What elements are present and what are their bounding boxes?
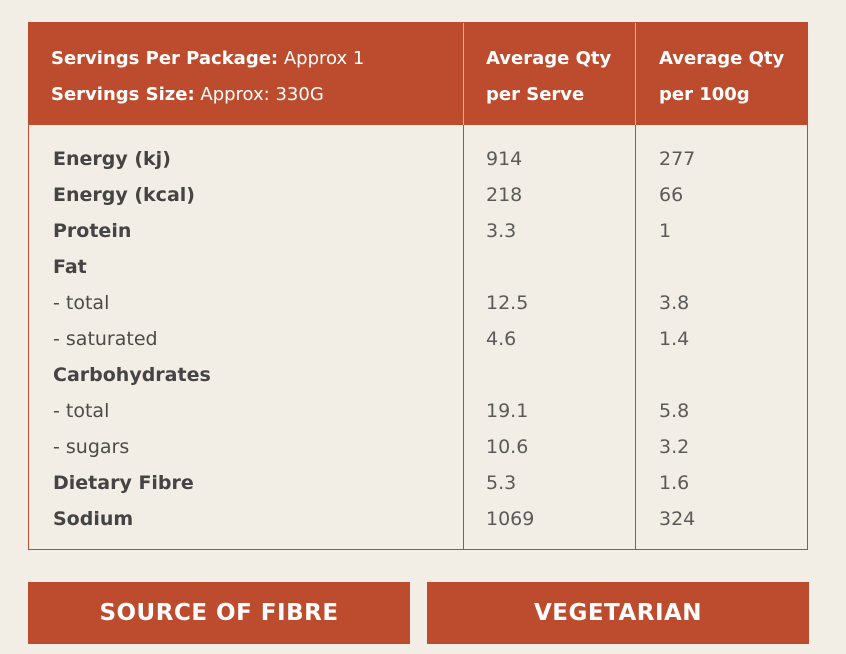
per-100g-value: 3.8: [659, 292, 690, 314]
per-serve-value: 5.3: [486, 472, 517, 494]
nutrient-name: Protein: [53, 220, 132, 242]
nutrition-rows: Energy (kj) 914 277 Energy (kcal) 218 66 Prote…: [29, 141, 807, 537]
servings-per-package: Servings Per Package: Approx 1: [51, 41, 364, 77]
nutrient-row: Dietary Fibre 5.3 1.6: [29, 465, 807, 501]
per-100g-value: 1: [659, 220, 672, 242]
header-divider: [635, 23, 636, 125]
serving-size-value: Approx: 330G: [200, 84, 324, 105]
column-divider: [463, 23, 464, 549]
per-100g-value: 1.4: [659, 328, 690, 350]
per-serve-value: 10.6: [486, 436, 529, 458]
source-of-fibre-badge: SOURCE OF FIBRE: [28, 582, 410, 644]
per-serve-value: 914: [486, 148, 523, 170]
per-100g-header-line1: Average Qty: [659, 48, 785, 69]
per-serve-header: Average Qty per Serve: [486, 41, 611, 113]
nutrient-row: Sodium 1069 324: [29, 501, 807, 537]
per-100g-value: 66: [659, 184, 684, 206]
nutrient-name: Energy (kcal): [53, 184, 195, 206]
nutrient-name: - sugars: [53, 436, 130, 458]
nutrient-row: Fat: [29, 249, 807, 285]
nutrition-panel: Servings Per Package: Approx 1 Servings …: [28, 22, 808, 550]
vegetarian-badge: VEGETARIAN: [427, 582, 809, 644]
nutrient-row: Energy (kcal) 218 66: [29, 177, 807, 213]
serving-size: Servings Size: Approx: 330G: [51, 77, 364, 113]
header-divider: [463, 23, 464, 125]
nutrient-row: Carbohydrates: [29, 357, 807, 393]
nutrient-name: - total: [53, 400, 110, 422]
nutrient-name: - saturated: [53, 328, 158, 350]
per-100g-value: 324: [659, 508, 696, 530]
per-100g-value: 1.6: [659, 472, 690, 494]
nutrient-name: Energy (kj): [53, 148, 171, 170]
nutrient-name: - total: [53, 292, 110, 314]
nutrient-row: - sugars 10.6 3.2: [29, 429, 807, 465]
per-100g-value: 277: [659, 148, 696, 170]
per-100g-value: 5.8: [659, 400, 690, 422]
per-100g-value: 3.2: [659, 436, 690, 458]
per-serve-value: 3.3: [486, 220, 517, 242]
per-serve-header-line2: per Serve: [486, 84, 585, 105]
per-serve-value: 218: [486, 184, 523, 206]
nutrient-row: - total 19.1 5.8: [29, 393, 807, 429]
nutrient-row: - saturated 4.6 1.4: [29, 321, 807, 357]
serving-size-label: Servings Size:: [51, 84, 195, 105]
servings-per-package-value: Approx 1: [283, 48, 365, 69]
per-serve-header-line1: Average Qty: [486, 48, 612, 69]
servings-per-package-label: Servings Per Package:: [51, 48, 279, 69]
nutrient-name: Sodium: [53, 508, 134, 530]
nutrient-name: Carbohydrates: [53, 364, 211, 386]
per-serve-value: 4.6: [486, 328, 517, 350]
per-serve-value: 1069: [486, 508, 535, 530]
servings-info: Servings Per Package: Approx 1 Servings …: [51, 41, 364, 113]
nutrition-header: Servings Per Package: Approx 1 Servings …: [29, 23, 807, 125]
per-serve-value: 19.1: [486, 400, 529, 422]
nutrient-name: Dietary Fibre: [53, 472, 194, 494]
per-serve-value: 12.5: [486, 292, 529, 314]
nutrient-row: Energy (kj) 914 277: [29, 141, 807, 177]
nutrient-name: Fat: [53, 256, 87, 278]
nutrient-row: Protein 3.3 1: [29, 213, 807, 249]
column-divider: [635, 23, 636, 549]
per-100g-header: Average Qty per 100g: [659, 41, 784, 113]
nutrient-row: - total 12.5 3.8: [29, 285, 807, 321]
per-100g-header-line2: per 100g: [659, 84, 750, 105]
